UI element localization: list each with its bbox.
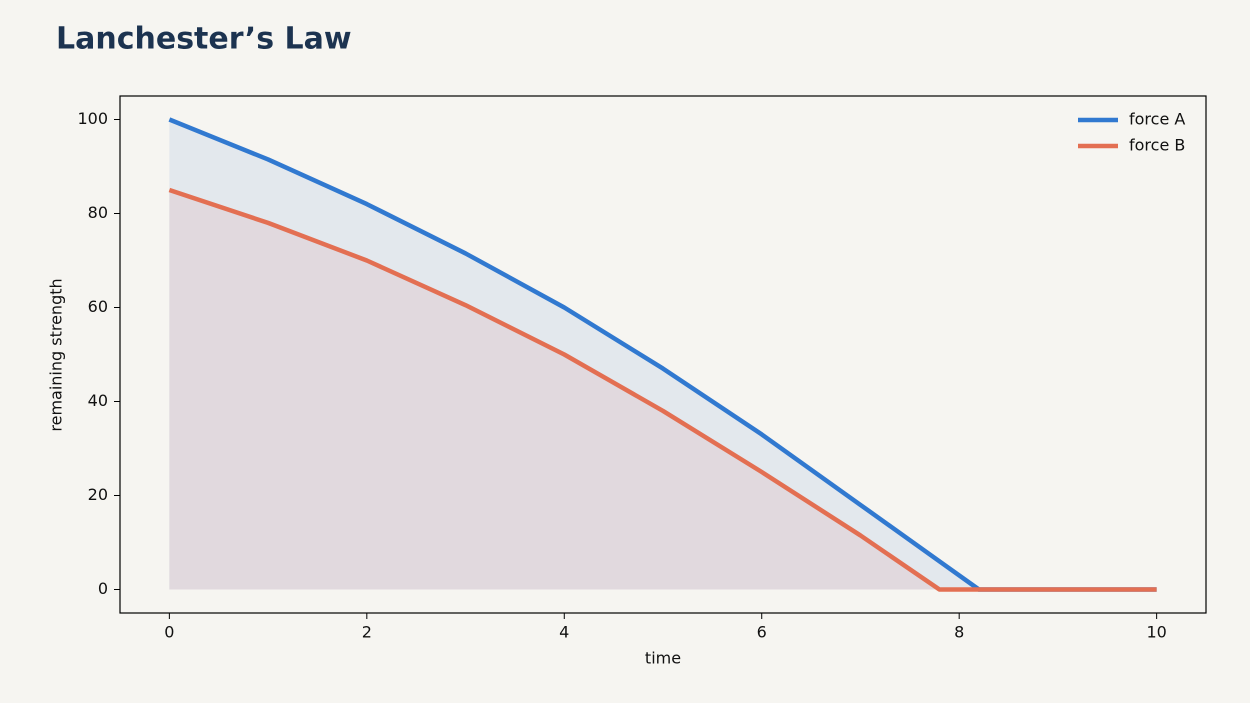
legend-label: force A bbox=[1129, 110, 1185, 129]
y-tick-label: 60 bbox=[88, 297, 108, 316]
y-axis-label: remaining strength bbox=[47, 278, 66, 431]
x-tick-label: 2 bbox=[362, 623, 372, 642]
y-tick-label: 20 bbox=[88, 485, 108, 504]
x-tick-label: 8 bbox=[954, 623, 964, 642]
line bbox=[168, 187, 1157, 592]
y-tick-label: 0 bbox=[98, 579, 108, 598]
legend-label: force B bbox=[1129, 136, 1185, 155]
y-tick-label: 40 bbox=[88, 391, 108, 410]
x-tick-label: 10 bbox=[1146, 623, 1166, 642]
x-axis-label: time bbox=[645, 649, 681, 668]
plot-frame bbox=[119, 95, 1207, 614]
chart-title: Lanchester’s Law bbox=[56, 22, 352, 57]
x-tick-label: 0 bbox=[164, 623, 174, 642]
area-fill bbox=[169, 190, 1157, 590]
x-tick-label: 6 bbox=[757, 623, 767, 642]
x-tick-label: 4 bbox=[559, 623, 569, 642]
y-tick-label: 100 bbox=[77, 109, 108, 128]
y-tick-label: 80 bbox=[88, 203, 108, 222]
